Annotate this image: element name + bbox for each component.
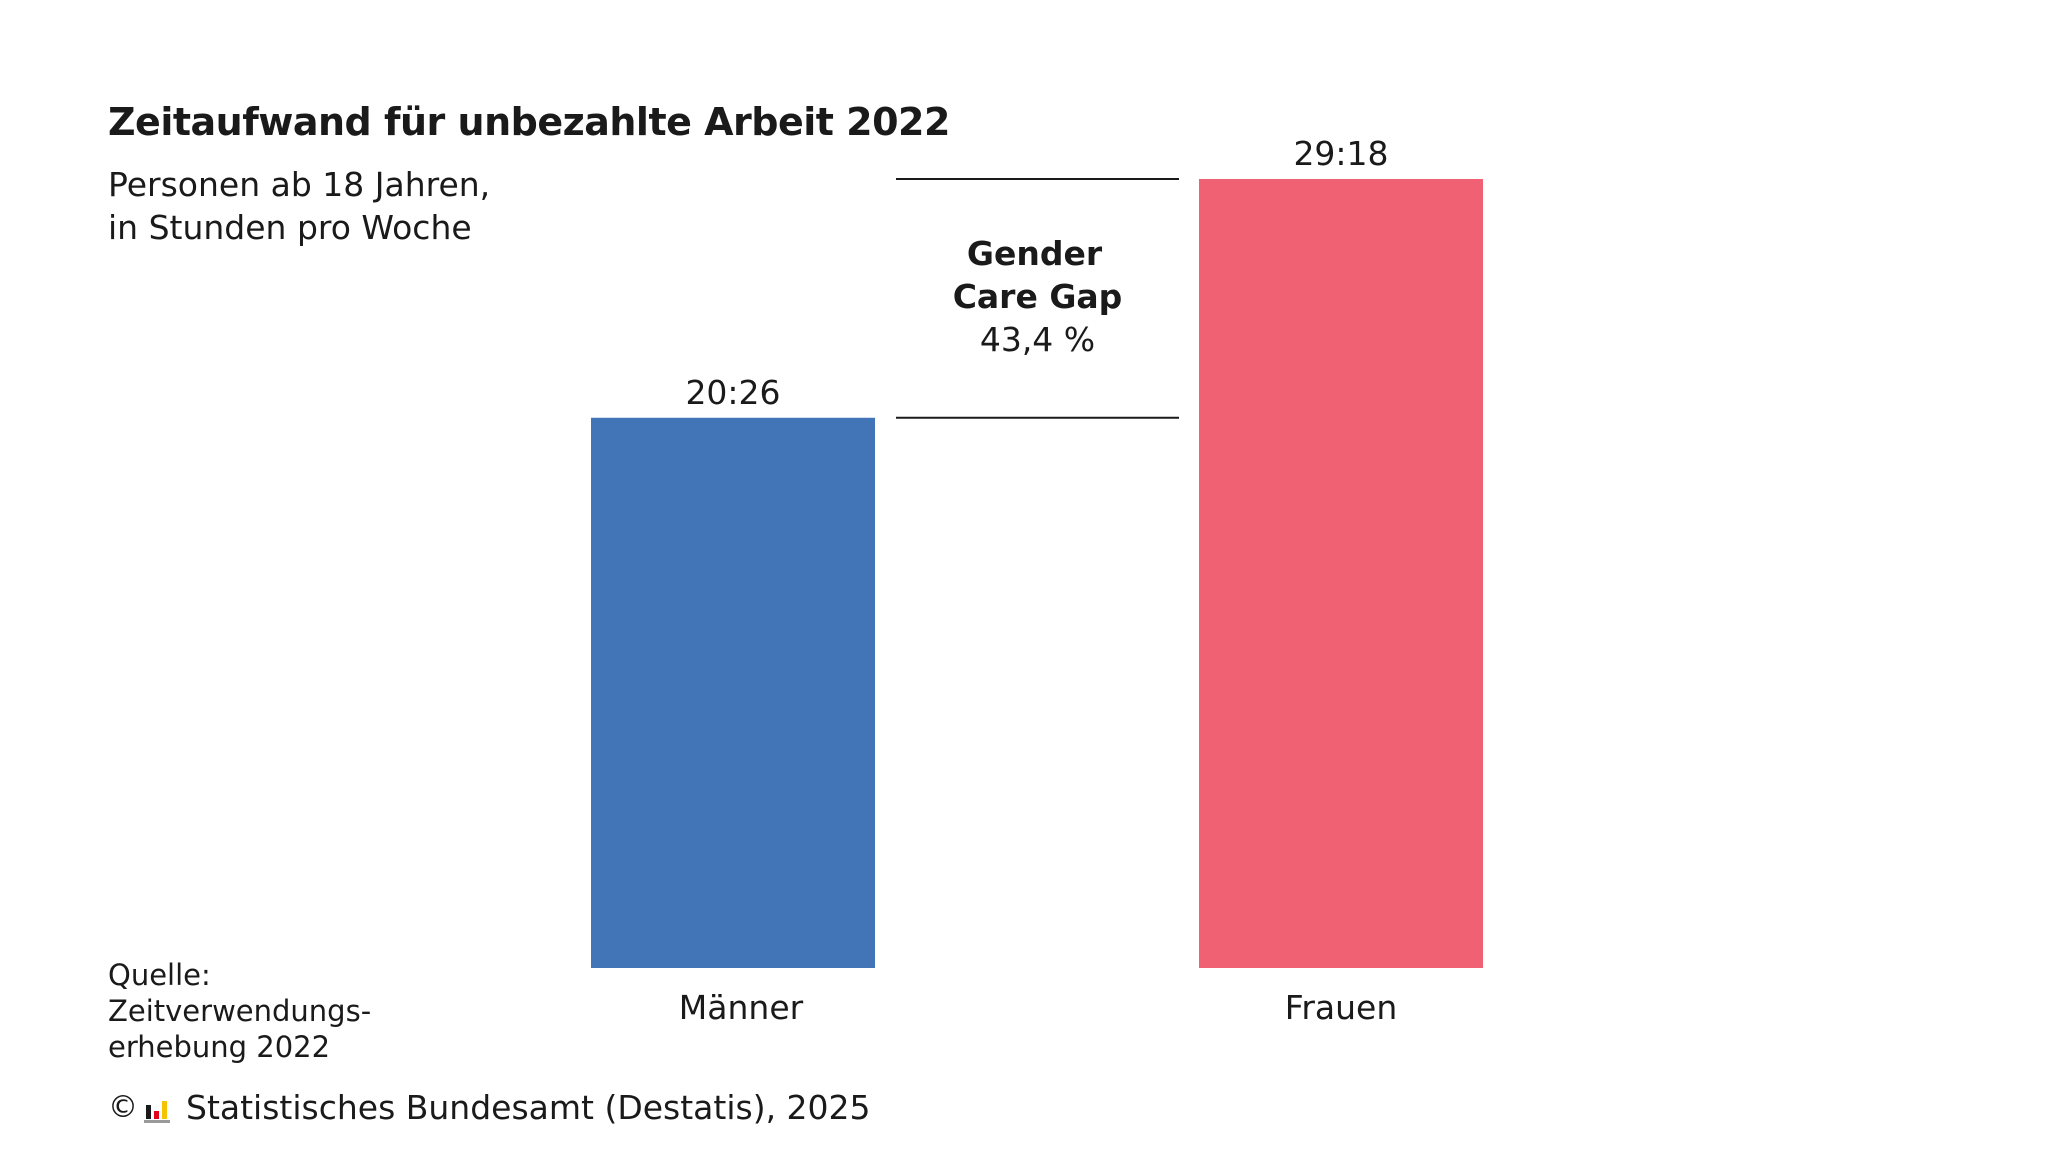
source-line-1: Quelle:: [108, 958, 211, 992]
destatis-logo-icon: [144, 1094, 174, 1123]
source-line-2: Zeitverwendungs-: [108, 994, 372, 1028]
copyright-text: Statistisches Bundesamt (Destatis), 2025: [186, 1088, 871, 1127]
chart-subtitle-line-1: Personen ab 18 Jahren,: [108, 165, 491, 204]
bar-frauen: [1199, 179, 1483, 968]
category-label-frauen: Frauen: [1285, 988, 1398, 1027]
value-label-frauen: 29:18: [1293, 134, 1388, 173]
bar-männer: [591, 417, 875, 969]
value-label-männer: 20:26: [685, 373, 780, 412]
category-label-männer: Männer: [679, 988, 804, 1027]
copyright-symbol: ©: [108, 1090, 138, 1125]
copyright: © Statistisches Bundesamt (Destatis), 20…: [108, 1088, 871, 1127]
gap-label-line-2: Care Gap: [953, 277, 1123, 316]
chart-subtitle-line-2: in Stunden pro Woche: [108, 208, 472, 247]
gap-label-line-1: Gender: [967, 234, 1103, 273]
source-line-3: erhebung 2022: [108, 1030, 331, 1064]
gap-value: 43,4 %: [980, 320, 1095, 359]
chart-title: Zeitaufwand für unbezahlte Arbeit 2022: [108, 100, 950, 144]
